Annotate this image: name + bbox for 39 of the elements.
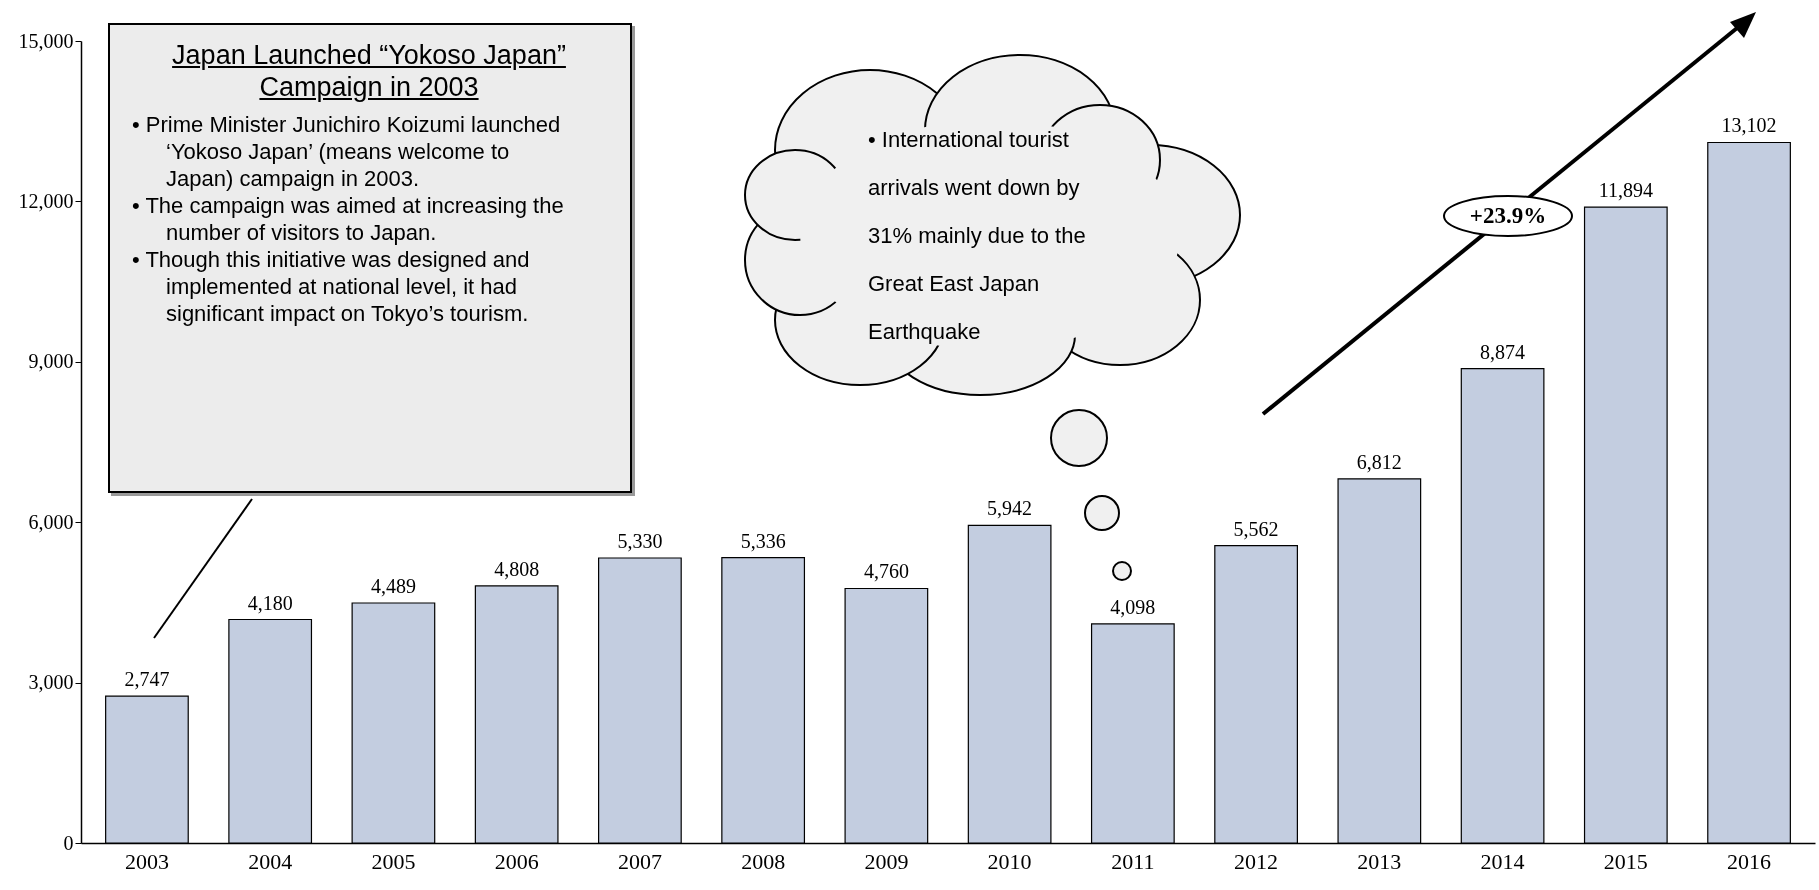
y-tick-label: 6,000 [28, 510, 74, 533]
x-tick-label: 2011 [1111, 848, 1155, 874]
annotation: • Though this initiative was designed and implemented at national level, it had significant impact on Tokyo’s tourism. [132, 246, 531, 327]
x-tick-label: 2008 [741, 848, 786, 874]
data-label: 13,102 [1721, 114, 1777, 137]
data-label: 2,747 [124, 668, 170, 691]
x-tick-label: 2016 [1727, 848, 1772, 874]
data-label: 5,330 [617, 530, 663, 553]
x-tick-label: 2003 [124, 848, 169, 874]
data-label: 4,180 [247, 591, 293, 614]
x-tick-label: 2015 [1603, 848, 1648, 874]
annotation: • International tourist arrivals went down by 31% mainly due to the Great East Japan Earthquake [868, 126, 1087, 346]
annotation: • The campaign was aimed at increasing the number of visitors to Japan. [132, 192, 565, 246]
data-label: 4,760 [863, 560, 909, 583]
x-tick-label: 2013 [1357, 848, 1402, 874]
data-label: 11,894 [1598, 179, 1653, 202]
data-label: 5,942 [987, 497, 1033, 520]
x-tick-label: 2004 [248, 848, 293, 874]
data-label: 4,808 [494, 557, 540, 580]
data-label: 6,812 [1356, 450, 1402, 473]
x-tick-label: 2009 [864, 848, 909, 874]
annotation: • Prime Minister Junichiro Koizumi launched ‘Yokoso Japan’ (means welcome to Japan) campaign in 2003. [132, 111, 562, 192]
data-label: 5,336 [740, 529, 786, 552]
data-label: 5,562 [1233, 517, 1279, 540]
y-tick-label: 9,000 [28, 350, 74, 373]
x-tick-label: 2010 [987, 848, 1032, 874]
data-label: 4,489 [370, 574, 416, 597]
annotation: Japan Launched “Yokoso Japan” Campaign in 2003 [171, 39, 567, 103]
x-tick-label: 2007 [617, 848, 662, 874]
x-tick-label: 2014 [1480, 848, 1525, 874]
y-tick-label: 12,000 [18, 189, 74, 212]
data-label: 8,874 [1480, 340, 1526, 363]
x-tick-label: 2005 [371, 848, 416, 874]
y-tick-label: 15,000 [18, 29, 74, 52]
x-tick-label: 2006 [494, 848, 539, 874]
data-label: 4,098 [1110, 595, 1156, 618]
y-tick-label: 3,000 [28, 671, 74, 694]
y-tick-label: 0 [63, 831, 74, 854]
x-tick-label: 2012 [1234, 848, 1279, 874]
